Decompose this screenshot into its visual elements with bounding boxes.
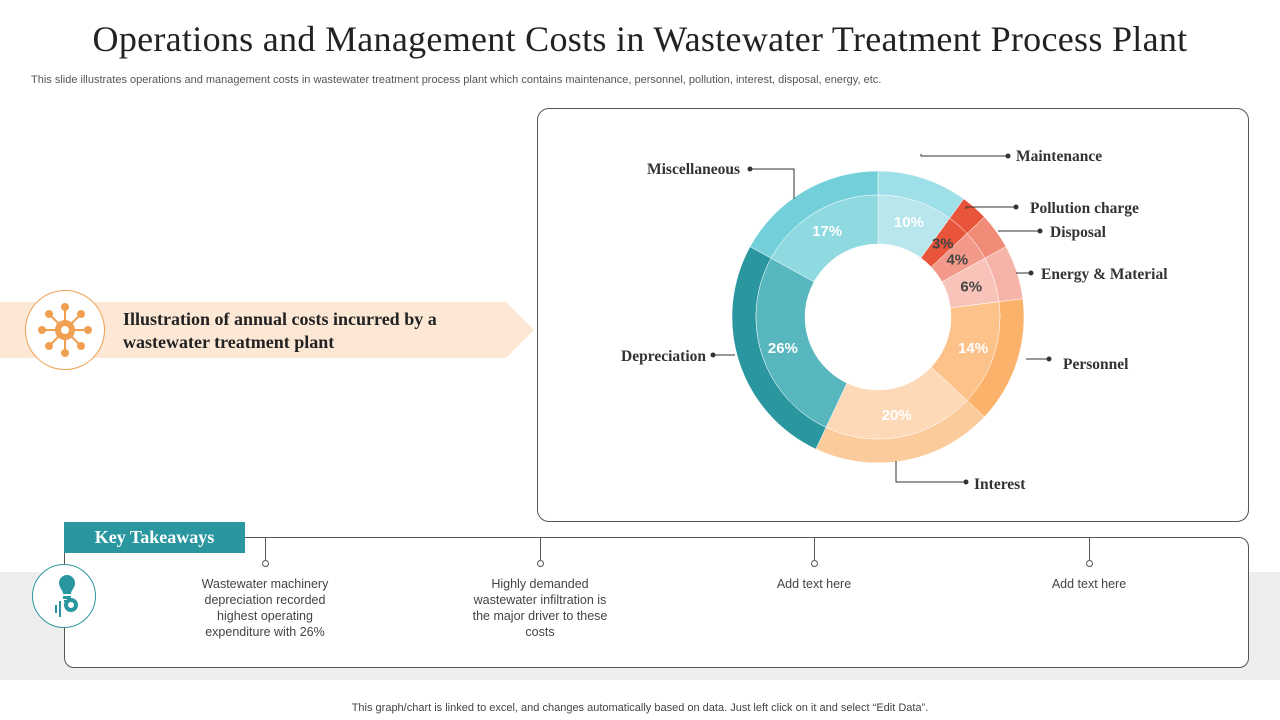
leader-dot-disposal: [1037, 228, 1043, 234]
leader-dot-energy-material: [1028, 270, 1034, 276]
footer-note: This graph/chart is linked to excel, and…: [351, 702, 929, 714]
category-label-miscellaneous: Miscellaneous: [647, 161, 740, 178]
slice-miscellaneous[interactable]: [770, 194, 879, 283]
leader-dot-depreciation: [710, 352, 716, 358]
value-label-personnel: 14%: [958, 340, 988, 357]
takeaway-text-3[interactable]: Add text here: [776, 577, 852, 591]
takeaways-icon-circle: [32, 564, 96, 628]
slice-depreciation[interactable]: [755, 257, 848, 428]
lightbulb-gear-icon: [55, 575, 78, 617]
takeaway-tick-dot-4: [1086, 560, 1093, 567]
category-label-interest: Interest: [974, 476, 1026, 493]
page-title: Operations and Management Costs in Waste…: [92, 19, 1188, 59]
category-label-personnel: Personnel: [1063, 356, 1129, 373]
chart-panel[interactable]: 10% 3% 4% 6% 14% 20% 26% 17% Maintenance Pollutio…: [537, 108, 1249, 522]
leader-dot-miscellaneous: [747, 166, 753, 172]
takeaway-text-2[interactable]: Highly demanded wastewater infiltration …: [472, 577, 608, 639]
value-label-miscellaneous: 17%: [812, 223, 842, 240]
takeaway-tick-dot-1: [262, 560, 269, 567]
key-takeaways-label: Key Takeaways: [64, 522, 245, 553]
leader-line-interest: [895, 461, 966, 483]
leader-line-miscellaneous: [750, 168, 795, 199]
takeaway-tick-dot-3: [811, 560, 818, 567]
banner-text: Illustration of annual costs incurred by…: [123, 309, 437, 352]
category-label-energy-material: Energy & Material: [1041, 266, 1168, 283]
category-label-disposal: Disposal: [1050, 224, 1107, 241]
value-label-maintenance: 10%: [894, 214, 924, 231]
value-label-interest: 20%: [882, 407, 912, 424]
takeaway-tick-dot-2: [537, 560, 544, 567]
page-subtitle: This slide illustrates operations and ma…: [31, 74, 882, 86]
takeaway-tick-3: [814, 537, 815, 561]
banner-arrow: [0, 302, 534, 358]
leader-line-maintenance: [920, 154, 1008, 157]
takeaway-tick-1: [265, 537, 266, 561]
gear-network-icon: [38, 303, 92, 357]
category-label-pollution-charge: Pollution charge: [1030, 200, 1139, 217]
value-label-energy-material: 6%: [960, 279, 982, 296]
leader-dot-interest: [963, 479, 969, 485]
category-label-depreciation: Depreciation: [621, 348, 706, 365]
value-label-depreciation: 26%: [768, 340, 798, 357]
value-label-pollution-charge: 3%: [932, 235, 954, 252]
takeaways-panel: [64, 537, 1249, 668]
takeaway-text-1[interactable]: Wastewater machinery depreciation record…: [201, 577, 329, 639]
takeaway-tick-4: [1089, 537, 1090, 561]
category-label-maintenance: Maintenance: [1016, 148, 1102, 165]
takeaway-tick-2: [540, 537, 541, 561]
leader-line-pollution-charge: [965, 206, 1016, 209]
banner-icon-circle: [25, 290, 105, 370]
leader-dot-personnel: [1046, 356, 1052, 362]
leader-dot-pollution-charge: [1013, 204, 1019, 210]
leader-dot-maintenance: [1005, 153, 1011, 159]
value-label-disposal: 4%: [946, 251, 968, 268]
takeaway-text-4[interactable]: Add text here: [1051, 577, 1127, 591]
donut-chart[interactable]: 10% 3%4% 6% 14% 20% 26% 17% Maintenance Pollutio…: [538, 109, 1250, 523]
